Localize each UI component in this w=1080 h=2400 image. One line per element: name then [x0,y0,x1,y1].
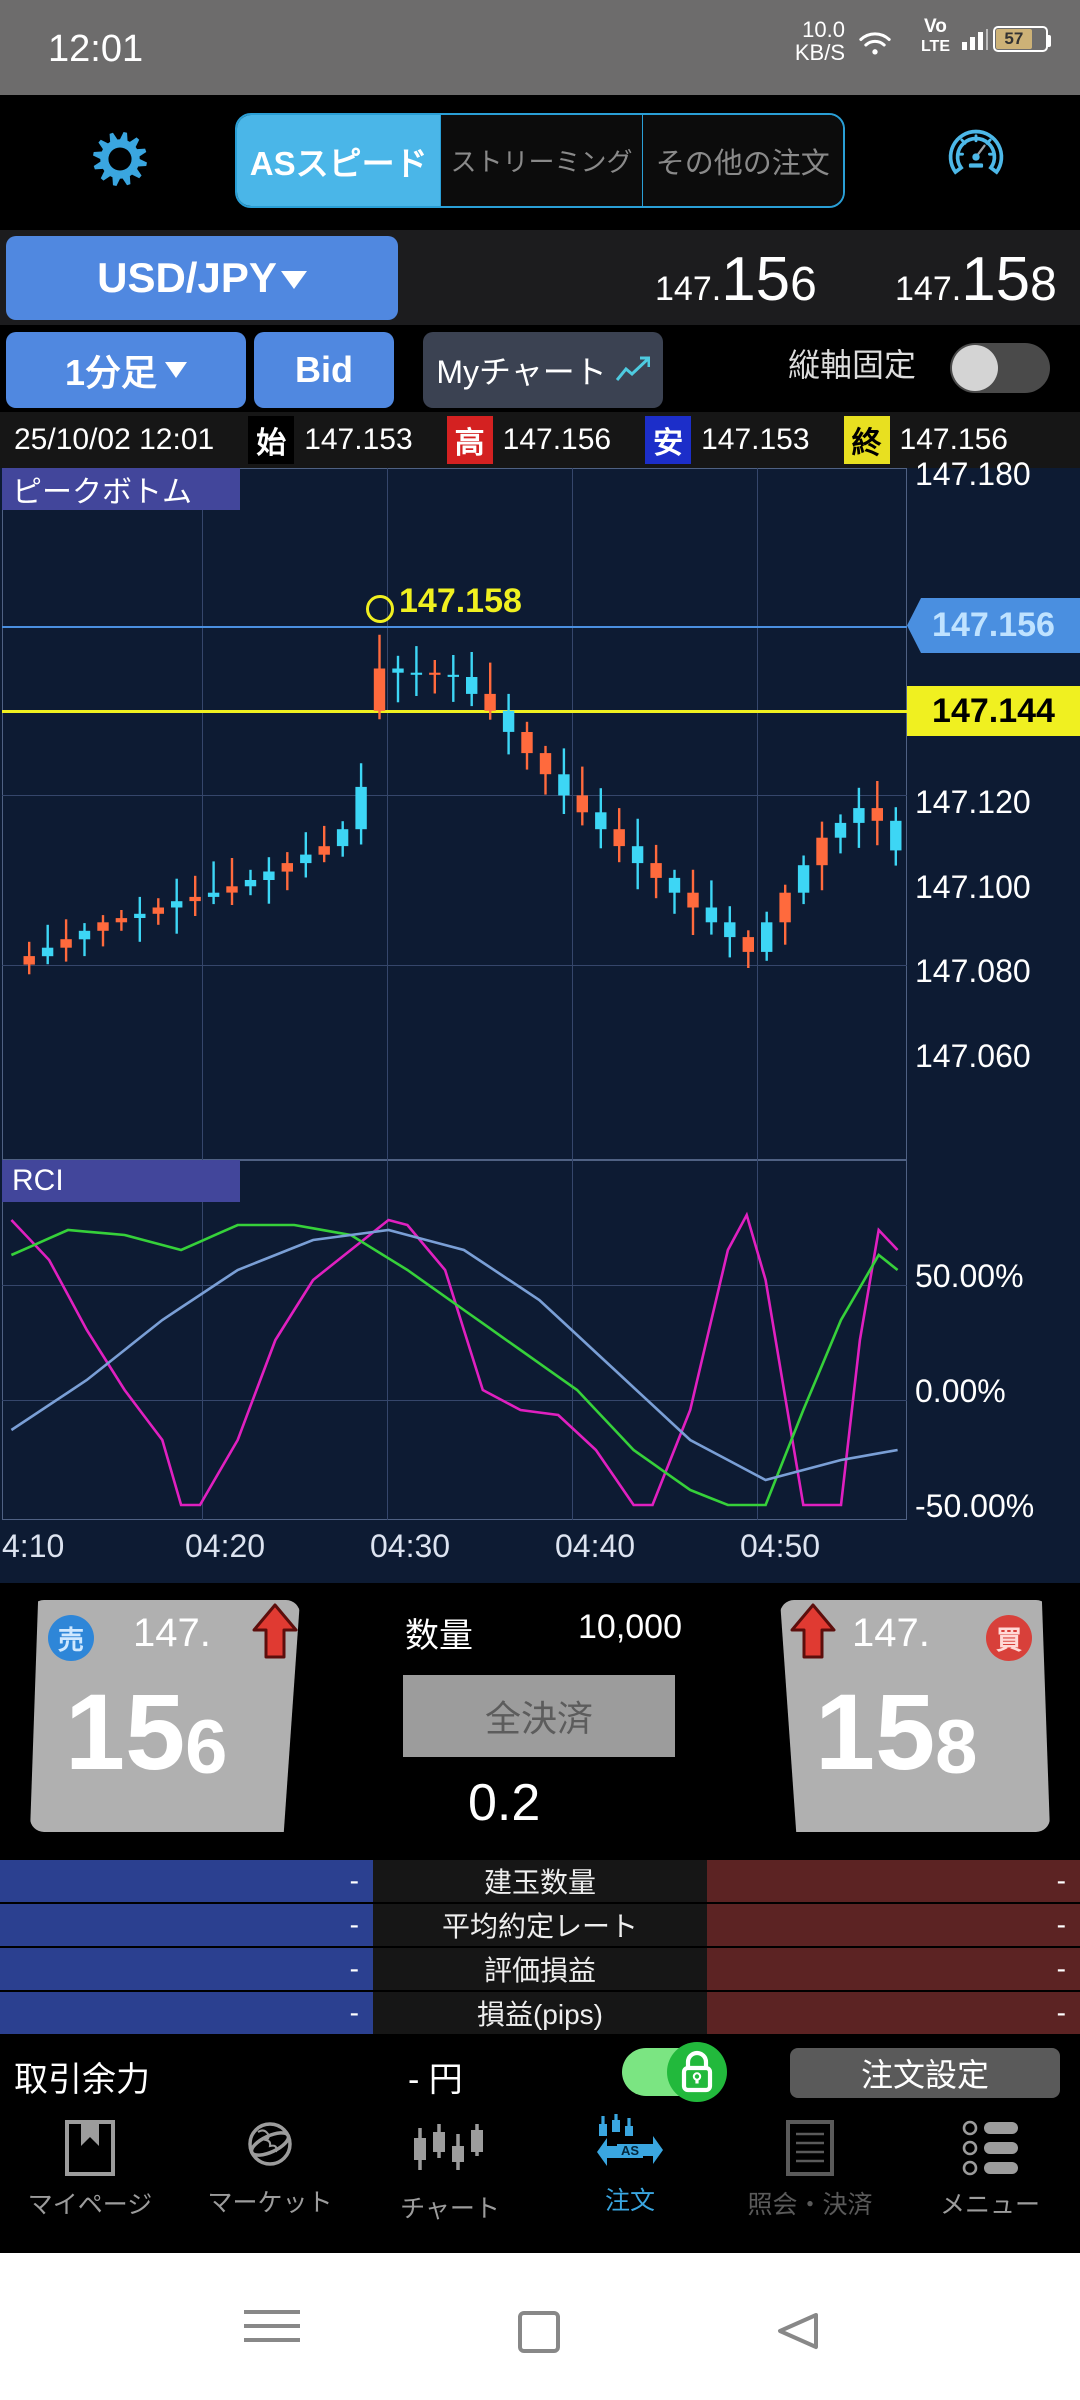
svg-text:AS: AS [621,2143,639,2158]
